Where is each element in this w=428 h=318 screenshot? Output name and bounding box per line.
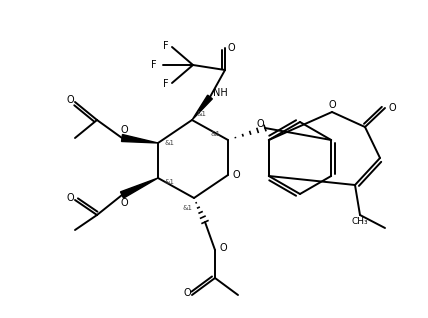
Text: &1: &1 (165, 140, 175, 146)
Text: O: O (66, 95, 74, 105)
Text: &1: &1 (165, 179, 175, 185)
Text: O: O (227, 43, 235, 53)
Text: NH: NH (213, 88, 227, 98)
Polygon shape (122, 135, 158, 143)
Text: CH₃: CH₃ (352, 218, 369, 226)
Text: F: F (163, 41, 169, 51)
Text: O: O (120, 125, 128, 135)
Text: &1: &1 (211, 131, 221, 137)
Polygon shape (192, 95, 212, 120)
Polygon shape (121, 178, 158, 198)
Text: O: O (256, 119, 264, 129)
Text: O: O (328, 100, 336, 110)
Text: O: O (120, 198, 128, 208)
Text: O: O (183, 288, 191, 298)
Text: F: F (163, 79, 169, 89)
Text: O: O (388, 103, 396, 113)
Text: O: O (232, 170, 240, 180)
Text: O: O (219, 243, 227, 253)
Text: F: F (151, 60, 157, 70)
Text: &1: &1 (183, 205, 193, 211)
Text: O: O (66, 193, 74, 203)
Text: &1: &1 (197, 111, 207, 117)
